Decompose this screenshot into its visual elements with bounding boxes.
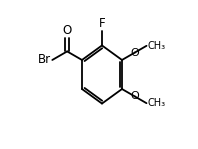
- Text: CH₃: CH₃: [147, 98, 165, 108]
- Text: F: F: [99, 17, 105, 30]
- Text: CH₃: CH₃: [147, 41, 165, 51]
- Text: O: O: [63, 24, 72, 37]
- Text: Br: Br: [38, 53, 51, 66]
- Text: O: O: [130, 91, 139, 101]
- Text: O: O: [130, 48, 139, 58]
